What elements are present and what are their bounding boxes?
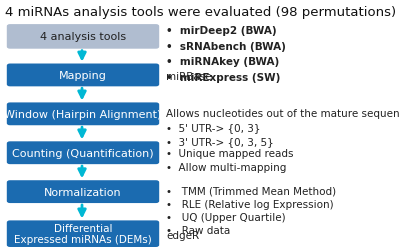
Text: •   Raw data: • Raw data (166, 225, 230, 235)
Text: 4 miRNAs analysis tools were evaluated (98 permutations): 4 miRNAs analysis tools were evaluated (… (5, 6, 396, 19)
Text: •  miRNAkey (BWA): • miRNAkey (BWA) (166, 57, 279, 67)
Text: •  3' UTR-> {0, 3, 5}: • 3' UTR-> {0, 3, 5} (166, 136, 274, 146)
Text: •   UQ (Upper Quartile): • UQ (Upper Quartile) (166, 212, 286, 222)
Text: •  5' UTR-> {0, 3}: • 5' UTR-> {0, 3} (166, 122, 260, 132)
FancyBboxPatch shape (7, 64, 159, 87)
FancyBboxPatch shape (7, 103, 159, 126)
Text: Normalization: Normalization (44, 187, 122, 197)
Text: edgeR: edgeR (166, 230, 199, 240)
Text: •  Allow multi-mapping: • Allow multi-mapping (166, 162, 286, 172)
Text: miRBase: miRBase (166, 71, 212, 81)
Text: •   RLE (Relative log Expression): • RLE (Relative log Expression) (166, 199, 334, 209)
Text: •  Unique mapped reads: • Unique mapped reads (166, 149, 294, 159)
Text: •  sRNAbench (BWA): • sRNAbench (BWA) (166, 42, 286, 52)
Text: •   TMM (Trimmed Mean Method): • TMM (Trimmed Mean Method) (166, 186, 336, 196)
Text: Mapping: Mapping (59, 71, 107, 81)
Text: 4 analysis tools: 4 analysis tools (40, 32, 126, 42)
Text: •  miRExpress (SW): • miRExpress (SW) (166, 73, 280, 83)
FancyBboxPatch shape (7, 180, 159, 203)
Text: Window (Hairpin Alignment): Window (Hairpin Alignment) (4, 110, 162, 119)
FancyBboxPatch shape (7, 220, 159, 247)
Text: •  mirDeep2 (BWA): • mirDeep2 (BWA) (166, 26, 277, 36)
Text: Counting (Quantification): Counting (Quantification) (12, 148, 154, 158)
Text: Allows nucleotides out of the mature sequence: Allows nucleotides out of the mature seq… (166, 109, 400, 119)
FancyBboxPatch shape (7, 142, 159, 165)
Text: Differential
Expressed miRNAs (DEMs): Differential Expressed miRNAs (DEMs) (14, 223, 152, 244)
FancyBboxPatch shape (7, 25, 159, 50)
